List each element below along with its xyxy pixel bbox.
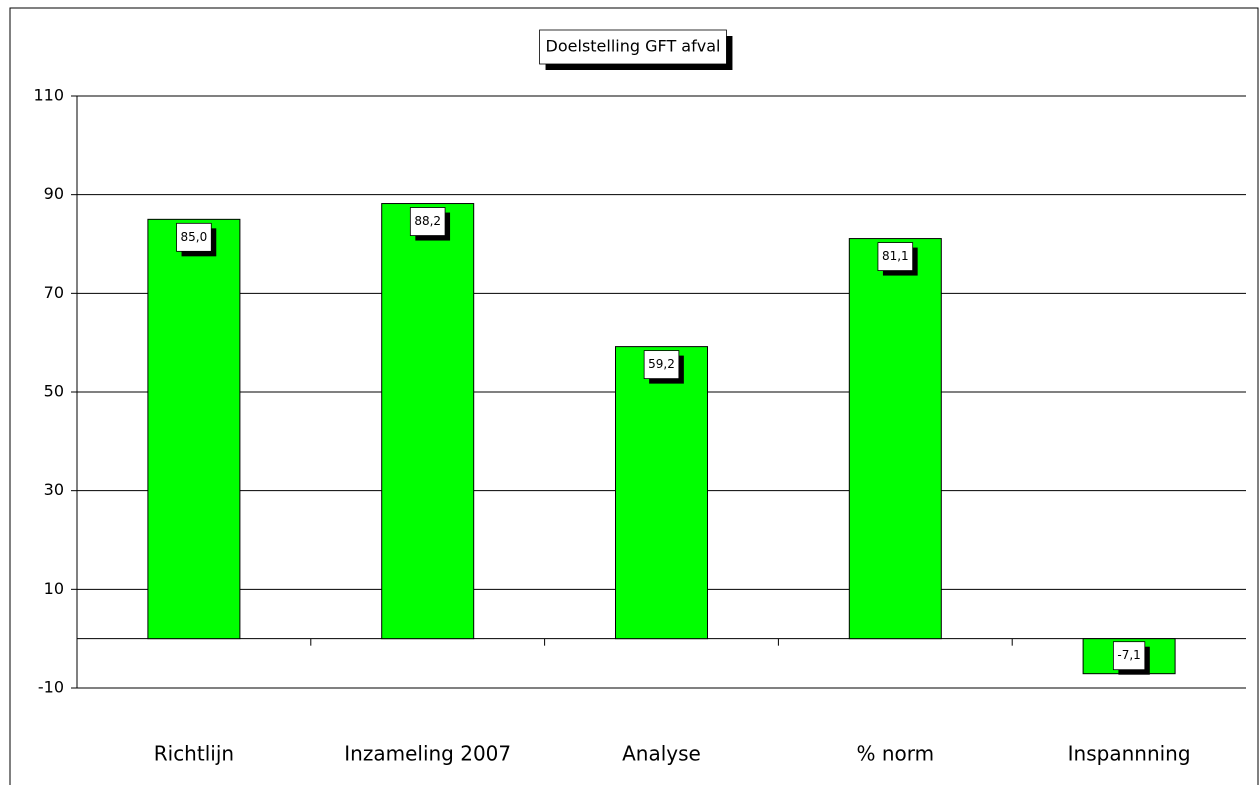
bar [381,203,475,640]
value-label: 88,2 [414,214,441,228]
x-tick-label: Richtlijn [154,742,234,766]
bar [848,238,942,640]
value-label: 81,1 [882,249,909,263]
x-tick-label: Inspannning [1068,742,1191,766]
value-label-box [877,242,914,271]
chart-title: Doelstelling GFT afval [546,37,721,56]
bar [615,346,708,640]
value-label: 85,0 [181,230,208,244]
value-label-box [1112,641,1146,671]
y-tick-label: 90 [44,184,64,203]
x-tick-label: % norm [856,742,934,766]
y-tick-label: 70 [44,283,64,302]
y-tick-label: 110 [33,86,64,105]
chart-border [9,7,1259,785]
y-tick-label: 10 [44,579,64,598]
value-label-box [643,350,680,380]
x-tick-label: Inzameling 2007 [344,742,511,766]
y-tick-label: 30 [44,480,64,499]
title-box [539,29,727,65]
bar [147,218,241,640]
value-label-box [409,207,446,236]
value-label-box [176,222,212,252]
value-label: -7,1 [1117,648,1140,662]
y-tick-label: -10 [38,678,64,697]
x-tick-label: Analyse [622,742,701,766]
value-label: 59,2 [648,357,675,371]
y-tick-label: 50 [44,382,64,401]
